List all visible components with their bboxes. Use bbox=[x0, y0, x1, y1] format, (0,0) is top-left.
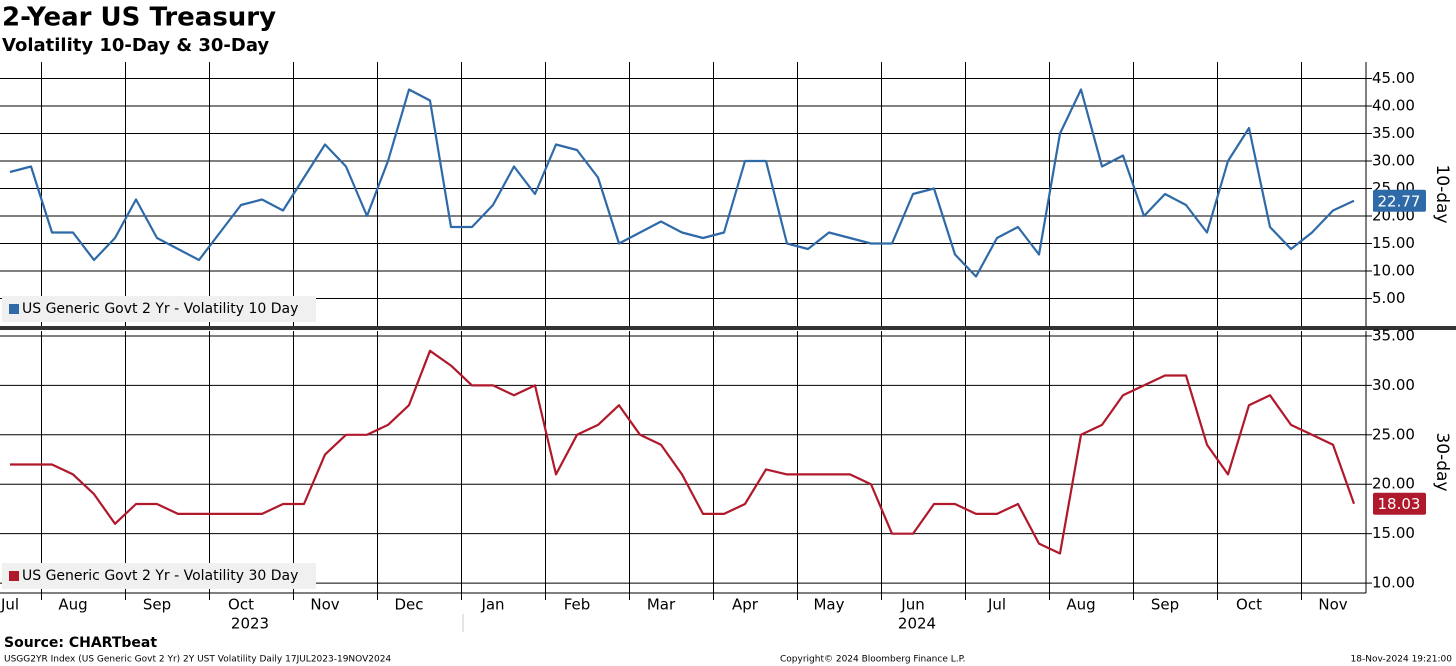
series-line bbox=[9, 88, 1355, 278]
y-tick-label: 30.00 bbox=[1372, 376, 1415, 394]
chart-subtitle: Volatility 10-Day & 30-Day bbox=[2, 35, 269, 56]
last-value-label: 22.77 bbox=[1378, 192, 1421, 210]
y-tick-label: 10.00 bbox=[1372, 574, 1415, 592]
legend-label: US Generic Govt 2 Yr - Volatility 10 Day bbox=[22, 301, 298, 317]
year-label: 2024 bbox=[898, 615, 936, 633]
y-tick-label: 15.00 bbox=[1372, 234, 1415, 252]
legend-bg bbox=[2, 563, 316, 589]
y-tick-label: 10.00 bbox=[1372, 262, 1415, 280]
y-tick-label: 30.00 bbox=[1372, 152, 1415, 170]
x-tick-label: Dec bbox=[394, 596, 423, 614]
axis-title: 30-day bbox=[1432, 432, 1452, 491]
y-tick-label: 20.00 bbox=[1372, 475, 1415, 493]
timestamp: 18-Nov-2024 19:21:00 bbox=[1351, 655, 1453, 665]
y-tick-label: 35.00 bbox=[1372, 124, 1415, 142]
chart-title: 2-Year US Treasury bbox=[2, 3, 276, 33]
y-tick-label: 25.00 bbox=[1372, 425, 1415, 443]
y-tick-label: 15.00 bbox=[1372, 524, 1415, 542]
x-tick-label: Jul bbox=[0, 596, 19, 614]
x-tick-label: Aug bbox=[1066, 596, 1095, 614]
y-tick-label: 40.00 bbox=[1372, 97, 1415, 115]
last-value-box bbox=[1373, 189, 1426, 212]
x-tick-label: Nov bbox=[1318, 596, 1347, 614]
x-tick-label: Feb bbox=[564, 596, 591, 614]
x-tick-label: Jan bbox=[480, 596, 504, 614]
legend-swatch bbox=[9, 304, 19, 314]
legend-label: US Generic Govt 2 Yr - Volatility 30 Day bbox=[22, 568, 298, 584]
legend-swatch bbox=[9, 571, 19, 581]
y-tick-label: 5.00 bbox=[1372, 289, 1405, 307]
description: USGG2YR Index (US Generic Govt 2 Yr) 2Y … bbox=[4, 655, 391, 665]
x-tick-label: Sep bbox=[143, 596, 171, 614]
last-value-box bbox=[1373, 492, 1426, 515]
x-tick-label: Mar bbox=[647, 596, 676, 614]
x-tick-label: Jul bbox=[987, 596, 1006, 614]
axis-title: 10-day bbox=[1432, 164, 1452, 223]
copyright: Copyright© 2024 Bloomberg Finance L.P. bbox=[780, 655, 965, 665]
last-value-label: 18.03 bbox=[1378, 495, 1421, 513]
x-tick-label: Oct bbox=[1236, 596, 1262, 614]
x-tick-label: Sep bbox=[1151, 596, 1179, 614]
y-tick-label: 35.00 bbox=[1372, 326, 1415, 344]
source: Source: CHARTbeat bbox=[4, 635, 157, 651]
x-tick-label: Aug bbox=[58, 596, 87, 614]
series-line bbox=[10, 349, 1356, 555]
x-tick-label: May bbox=[813, 596, 844, 614]
legend-bg bbox=[2, 296, 316, 322]
y-tick-label: 45.00 bbox=[1372, 69, 1415, 87]
year-label: 2023 bbox=[231, 615, 269, 633]
x-tick-label: Apr bbox=[732, 596, 759, 614]
x-tick-label: Jun bbox=[900, 596, 924, 614]
x-tick-label: Nov bbox=[310, 596, 339, 614]
panel-separator bbox=[0, 326, 1456, 330]
x-tick-label: Oct bbox=[228, 596, 254, 614]
